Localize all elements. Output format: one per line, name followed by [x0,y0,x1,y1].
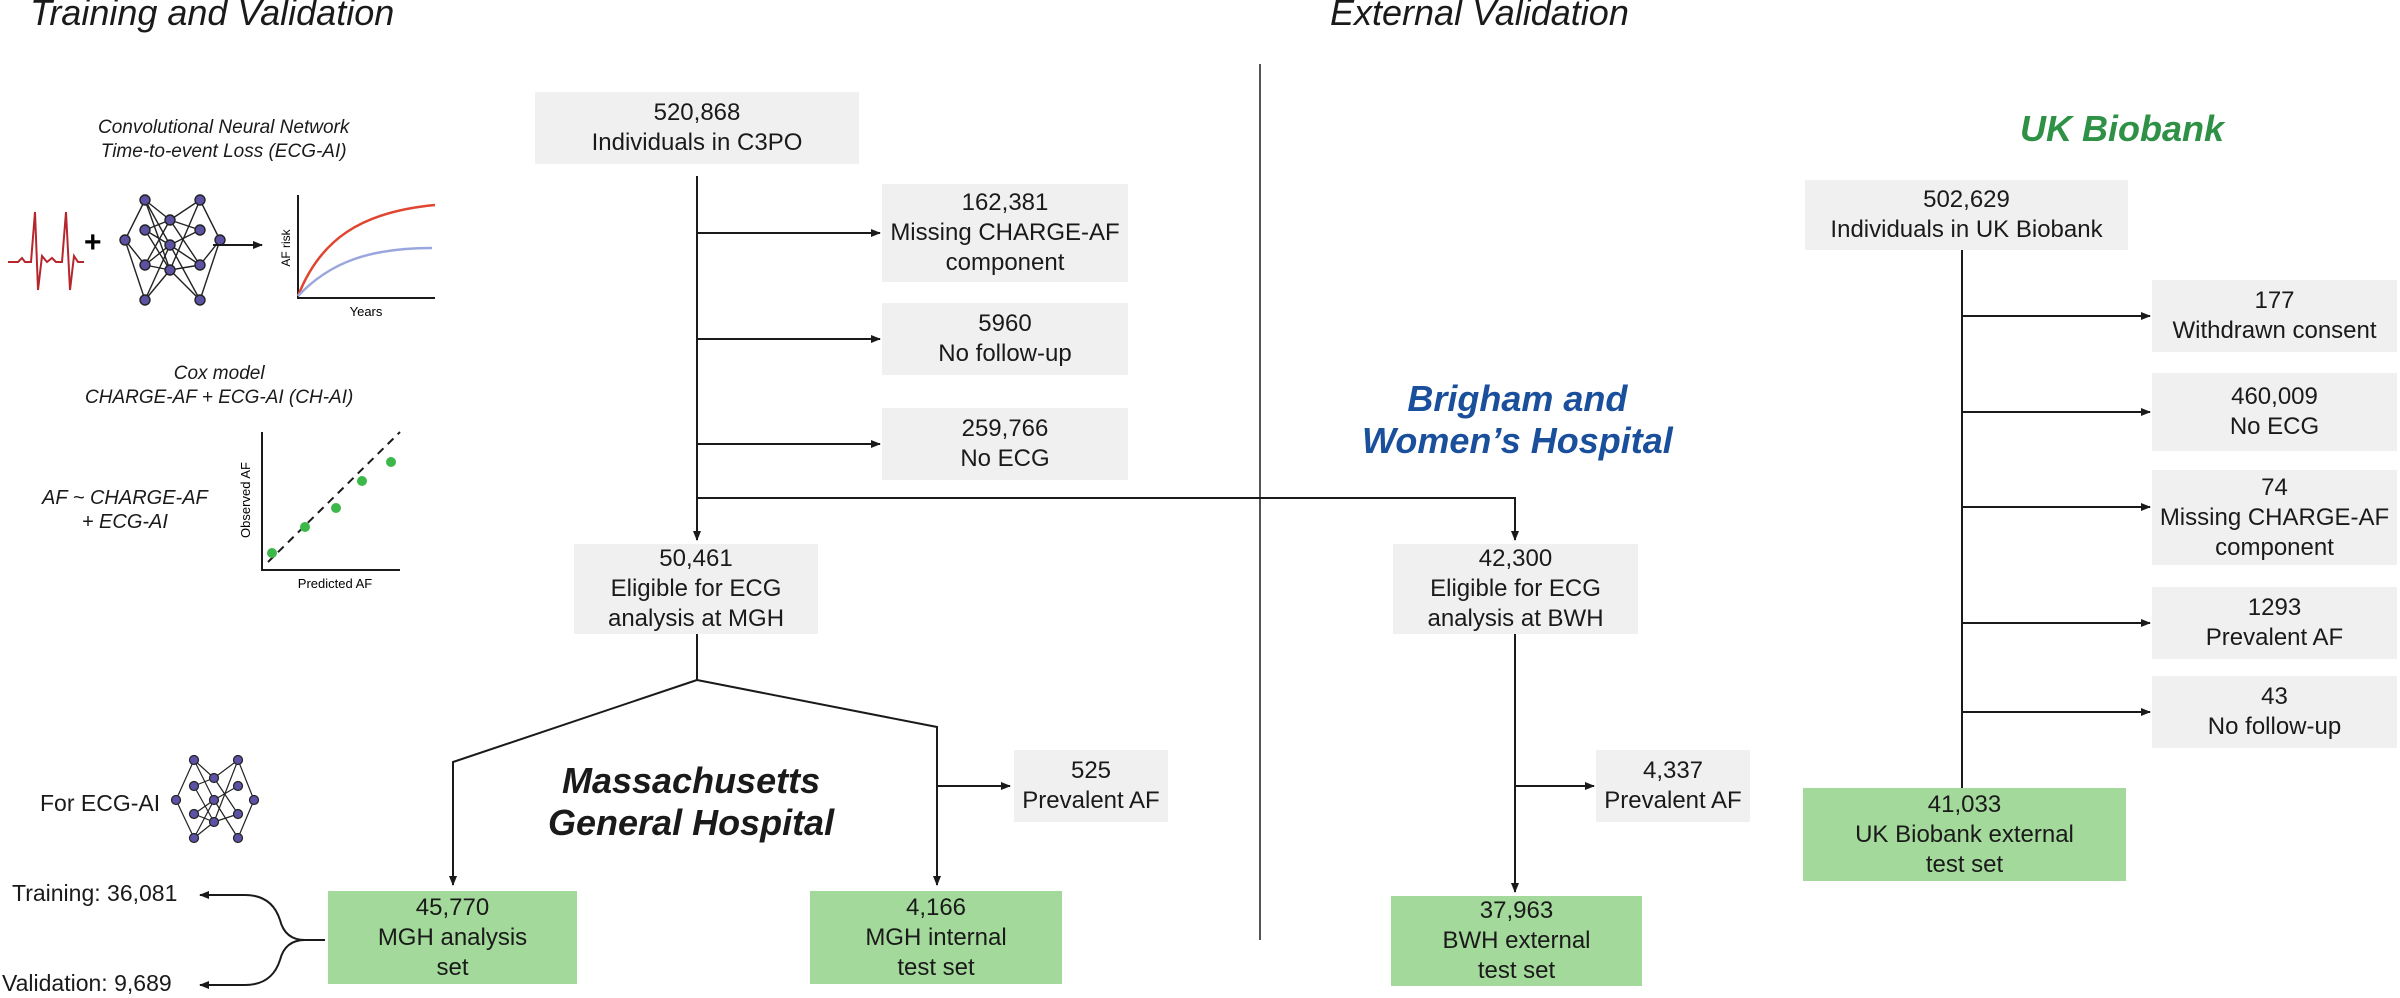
box-bwh-eligible: 42,300 Eligible for ECG analysis at BWH [1393,544,1638,634]
box-mgh-prevalent-af: 525 Prevalent AF [1014,750,1168,822]
cox-note: Cox model CHARGE-AF + ECG-AI (CH-AI) [85,363,354,408]
calibration-scatter: Observed AF Predicted AF [238,431,401,591]
arrow-to-mgh-internal [696,679,941,886]
box-ukb-missing-charge: 74 Missing CHARGE-AF component [2152,470,2397,565]
scatter-ylabel: Observed AF [238,462,253,538]
box-ukb-prevalent-af: 1293 Prevalent AF [2152,587,2397,659]
heading-external-validation: External Validation [1330,0,1629,33]
formula-note: AF ~ CHARGE-AF + ECG-AI [42,487,208,533]
box-bwh-external-test: 37,963 BWH external test set [1391,896,1642,986]
neural-network-icon [119,194,226,306]
box-bwh-prevalent-af: 4,337 Prevalent AF [1596,750,1750,822]
cnn-note: Convolutional Neural Network Time-to-even… [98,117,350,162]
arrow-to-bwh [697,497,1519,541]
box-mgh-no-ecg: 259,766 No ECG [882,408,1128,480]
box-ukb-withdrawn: 177 Withdrawn consent [2152,280,2397,352]
box-ukb-no-followup: 43 No follow-up [2152,676,2397,748]
heading-training-validation: Training and Validation [30,0,395,33]
for-ecg-ai-label: For ECG-AI [40,790,161,816]
box-mgh-eligible: 50,461 Eligible for ECG analysis at MGH [574,544,818,634]
scatter-xlabel: Predicted AF [298,576,372,591]
label-bwh: Brigham and Women’s Hospital [1362,378,1673,461]
box-ukb-external-test: 41,033 UK Biobank external test set [1803,788,2126,881]
label-mgh: Massachusetts General Hospital [548,760,835,843]
neural-network-icon-small [170,754,260,844]
plus-sign: + [84,226,102,259]
box-ukb-individuals: 502,629 Individuals in UK Biobank [1805,180,2128,250]
af-risk-chart: AF risk Years [279,195,436,319]
risk-xlabel: Years [350,304,383,319]
risk-ylabel: AF risk [279,228,293,266]
box-c3po-individuals: 520,868 Individuals in C3PO [535,92,859,164]
box-mgh-no-followup: 5960 No follow-up [882,303,1128,375]
split-bracket [199,891,325,941]
arrow-to-mgh-analysis [449,679,698,886]
box-mgh-internal-test: 4,166 MGH internal test set [810,891,1062,984]
label-uk-biobank: UK Biobank [2020,108,2225,149]
box-mgh-missing-charge: 162,381 Missing CHARGE-AF component [882,184,1128,282]
validation-split-label: Validation: 9,689 [2,970,172,996]
training-split-label: Training: 36,081 [12,880,178,906]
box-ukb-no-ecg: 460,009 No ECG [2152,373,2397,451]
box-mgh-analysis-set: 45,770 MGH analysis set [328,891,577,984]
ecg-trace [8,211,84,291]
